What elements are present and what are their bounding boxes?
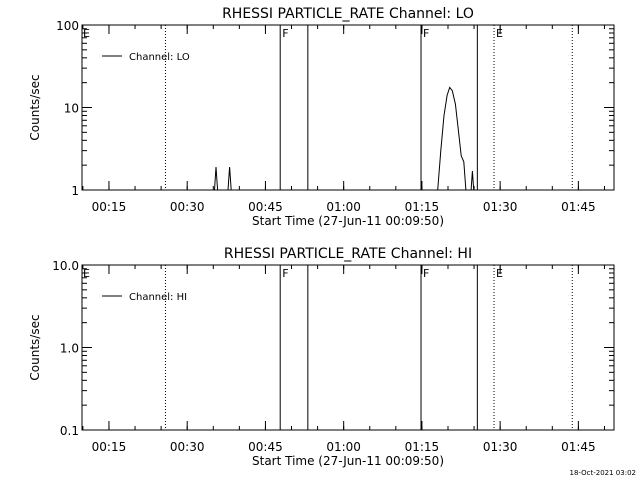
x-tick-label: 00:15 (92, 440, 127, 454)
y-tick-label: 1.0 (60, 342, 79, 356)
chart-title: RHESSI PARTICLE_RATE Channel: LO (222, 6, 474, 22)
y-tick-label: 10.0 (52, 259, 79, 273)
x-tick-label: 01:45 (561, 440, 596, 454)
corner-label: E (83, 27, 90, 40)
event-label: E (496, 267, 503, 280)
x-tick-label: 01:30 (483, 440, 518, 454)
x-tick-label: 00:45 (248, 440, 283, 454)
x-tick-label: 01:45 (561, 200, 596, 214)
y-axis-label: Counts/sec (28, 74, 42, 140)
panel-lo: RHESSI PARTICLE_RATE Channel: LO 1 10 100 00… (28, 6, 615, 228)
corner-label: E (83, 267, 90, 280)
y-tick-label: 10 (64, 102, 79, 116)
x-tick-label: 01:00 (326, 440, 361, 454)
x-tick-label: 00:45 (248, 200, 283, 214)
event-label: F (282, 27, 288, 40)
event-label: E (496, 27, 503, 40)
legend-entry: Channel: HI (129, 292, 187, 303)
timestamp: 18-Oct-2021 03:02 (569, 469, 636, 477)
x-tick-label: 00:30 (170, 440, 205, 454)
event-label: F (282, 267, 288, 280)
y-axis-label: Counts/sec (28, 314, 42, 380)
x-axis-label: Start Time (27-Jun-11 00:09:50) (252, 454, 444, 468)
event-label: F (423, 27, 429, 40)
x-tick-label: 00:15 (92, 200, 127, 214)
x-axis-label: Start Time (27-Jun-11 00:09:50) (252, 214, 444, 228)
plot-frame (81, 264, 615, 431)
x-tick-label: 01:15 (405, 200, 440, 214)
x-tick-label: 00:30 (170, 200, 205, 214)
x-tick-label: 01:15 (405, 440, 440, 454)
chart-title: RHESSI PARTICLE_RATE Channel: HI (224, 246, 472, 262)
plot-frame (81, 24, 615, 191)
y-tick-label: 100 (56, 19, 79, 33)
event-label: F (423, 267, 429, 280)
panel-hi: RHESSI PARTICLE_RATE Channel: HI 0.1 1.0 10… (28, 246, 615, 468)
legend-entry: Channel: LO (129, 52, 190, 63)
y-tick-label: 1 (71, 184, 79, 198)
series-line (214, 86, 475, 191)
x-tick-label: 01:00 (326, 200, 361, 214)
y-tick-label: 0.1 (60, 424, 79, 438)
x-tick-label: 01:30 (483, 200, 518, 214)
